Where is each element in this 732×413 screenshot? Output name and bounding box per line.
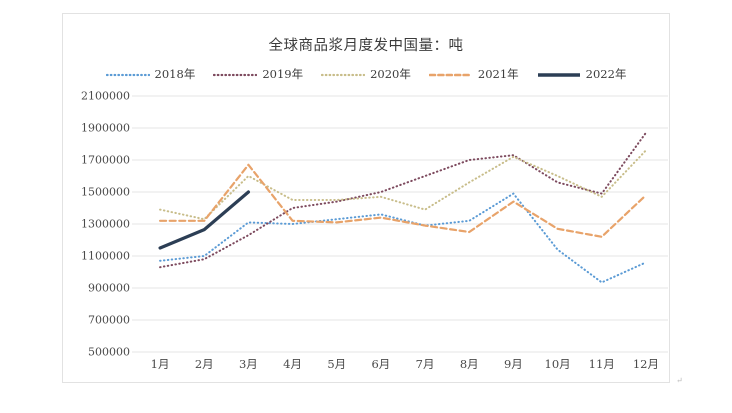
y-axis-tick-label: 1700000 xyxy=(81,153,130,167)
y-axis-tick-label: 700000 xyxy=(88,313,130,327)
chart-title: 全球商品浆月度发中国量：吨 xyxy=(268,38,464,54)
x-axis-tick-label: 11月 xyxy=(588,357,615,371)
legend-label: 2020年 xyxy=(370,67,411,81)
legend-swatch-2022年 xyxy=(537,72,580,77)
y-axis-tick-label: 1300000 xyxy=(81,217,130,231)
y-axis-tick-label: 1100000 xyxy=(81,249,130,263)
x-axis: 1月 2月 3月 4月 5月 6月 7月 8月 9月 10月 11月 12月 xyxy=(0,356,732,376)
legend-label: 2019年 xyxy=(262,67,304,81)
chart-legend: 2018年 2019年 2020年 2021年 2022年 xyxy=(63,66,669,82)
x-axis-tick-label: 10月 xyxy=(544,357,571,371)
y-axis-tick-label: 2100000 xyxy=(81,89,130,103)
legend-swatch-2019年 xyxy=(213,73,258,76)
legend-label: 2021年 xyxy=(477,67,519,81)
legend-item-2018年[interactable]: 2018年 xyxy=(105,66,196,82)
legend-label: 2022年 xyxy=(585,67,627,81)
legend-item-2020年[interactable]: 2020年 xyxy=(321,66,411,82)
x-axis-tick-label: 12月 xyxy=(632,357,659,371)
chart-card: 全球商品浆月度发中国量：吨 2018年 2019年 2020年 2021年 2022年 xyxy=(62,13,670,383)
legend-label: 2018年 xyxy=(154,67,196,81)
legend-swatch-2020年 xyxy=(321,73,366,76)
legend-swatch-2018年 xyxy=(105,73,150,76)
y-axis-tick-label: 1500000 xyxy=(81,185,130,199)
legend-item-2019年[interactable]: 2019年 xyxy=(213,66,303,82)
legend-item-2022年[interactable]: 2022年 xyxy=(537,66,627,82)
x-axis-tick-label: 5月 xyxy=(327,357,347,371)
x-axis-tick-label: 8月 xyxy=(459,357,479,371)
legend-swatch-2021年 xyxy=(428,73,473,76)
y-axis-tick-label: 1900000 xyxy=(81,121,130,135)
y-axis-tick-label: 900000 xyxy=(88,281,130,295)
x-axis-tick-label: 2月 xyxy=(194,357,214,371)
x-axis-tick-label: 7月 xyxy=(415,357,435,371)
x-axis-tick-label: 6月 xyxy=(371,357,391,371)
y-axis: 2100000 1900000 1700000 1500000 1300000 11000… xyxy=(62,0,134,408)
corner-mark: ↵ xyxy=(676,376,683,385)
legend-item-2021年[interactable]: 2021年 xyxy=(428,66,519,82)
y-axis-tick-label: 500000 xyxy=(88,345,130,359)
x-axis-tick-label: 9月 xyxy=(503,357,523,371)
x-axis-tick-label: 1月 xyxy=(150,357,170,371)
x-axis-tick-label: 3月 xyxy=(238,357,258,371)
x-axis-tick-label: 4月 xyxy=(283,357,302,371)
